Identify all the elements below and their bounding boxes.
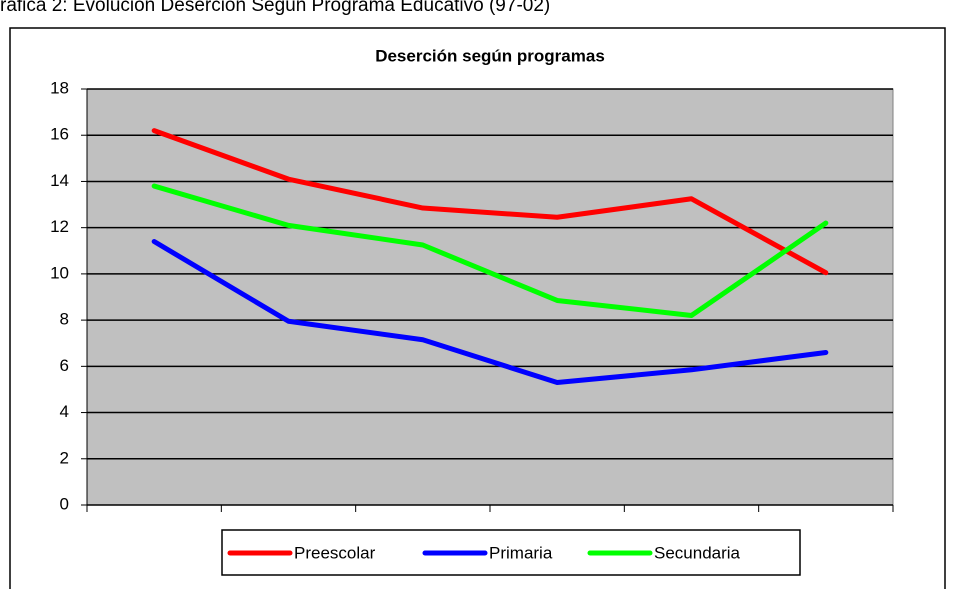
y-tick-label: 6 [60, 356, 69, 375]
series-line [151, 239, 829, 386]
y-tick-label: 16 [50, 125, 69, 144]
legend-label: Primaria [489, 543, 553, 562]
y-tick-label: 0 [60, 494, 69, 513]
series-line [151, 183, 829, 318]
y-tick-label: 14 [50, 171, 69, 190]
chart-title: Deserción según programas [375, 46, 605, 65]
legend-label: Secundaria [654, 543, 741, 562]
legend-frame [221, 529, 801, 576]
caption: ráfica 2: Evolución Deserción Según Prog… [0, 0, 550, 16]
y-tick-label: 12 [50, 217, 69, 236]
series-line [151, 128, 829, 276]
y-tick-label: 4 [60, 402, 69, 421]
y-tick-label: 18 [50, 78, 69, 97]
y-tick-label: 10 [50, 263, 69, 282]
y-tick-label: 8 [60, 310, 69, 329]
legend-label: Preescolar [294, 543, 376, 562]
y-tick-label: 2 [60, 448, 69, 467]
